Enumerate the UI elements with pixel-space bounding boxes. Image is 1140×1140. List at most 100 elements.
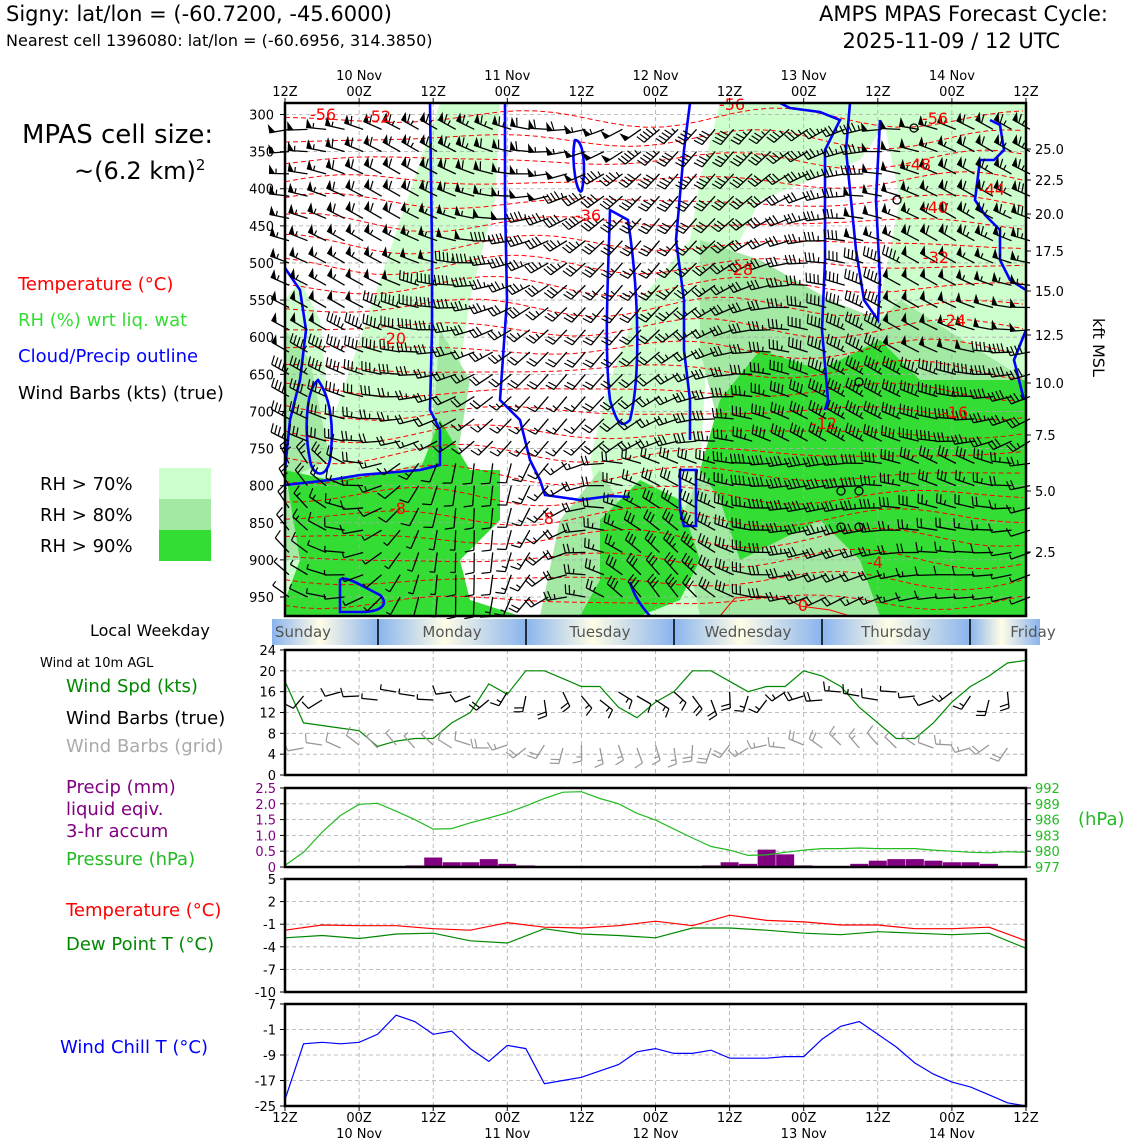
wind-barb [326,289,345,309]
pressure-tick-label: 650 [249,368,274,383]
wind-barb [561,192,586,207]
wind-barb [497,463,512,484]
wind-barb-flag [482,231,486,241]
wind-barb-flag [675,206,684,212]
wind-barb-flag [584,455,589,465]
pressure-tick-label: 800 [249,480,274,495]
wind-barb-flag [376,412,381,422]
wind-barb-pennant [454,205,461,216]
y-tick-label: 12 [259,707,276,722]
wind-barb-staff [605,440,623,454]
wind-barb [509,140,530,153]
wind-barb-flag [860,451,863,461]
wind-barb-staff [345,208,364,219]
wind-barb-staff [288,211,308,220]
wind-barb-flag [311,335,316,345]
wind-barb [487,305,512,317]
wind-barb-flag [568,218,576,226]
wind-barb-flag [642,131,651,138]
wind-barb-flag [509,285,517,294]
wind-barb [527,167,549,178]
wind-barb-pennant [509,189,516,199]
wind-barb-flag [490,330,498,339]
wind-barb-staff [663,538,679,553]
wind-barb [359,409,382,420]
wind-barb-flag [659,181,668,187]
wind-barb-staff [647,580,661,598]
wind-barb-flag [341,430,344,440]
wind-barb-half [538,262,542,268]
wind-barb-flag [333,315,337,325]
wind-barb [412,417,438,428]
wind-barb-flag [544,338,554,345]
pressure-tick-label: 900 [249,554,274,569]
cell-size-value: ~(6.2 km)2 [74,156,206,185]
wind-barb-flag [640,313,649,320]
wind-barb-staff [344,143,364,153]
wind-barb [414,320,438,331]
wind-barb-staff [324,550,345,554]
wind-barb-flag [339,524,344,534]
wind-barb-staff [584,546,605,554]
wind-barb [617,396,642,410]
wind-barb-staff [609,307,623,324]
wind-barb-flag [661,177,671,184]
wind-barb-pennant [400,224,406,235]
wind-barb-flag [665,533,672,542]
wind-barb-flag [563,406,573,413]
wind-barb-staff [390,596,401,615]
wind-barb-half [612,219,618,225]
wind-barb-staff [510,217,530,223]
wind-barb-staff [750,329,771,332]
wind-barb-flag [641,467,645,477]
wind-barb-flag [657,436,664,446]
wind-barb [432,298,456,309]
wind-barb [396,342,419,353]
isotherm-label: -28 [727,260,753,279]
wind-barb-half [798,236,801,242]
wind-barb-flag [720,452,723,462]
wind-barb-staff [289,386,308,398]
wind-barb-staff [626,329,642,345]
wind-barb-flag [640,203,650,209]
wind-barb [604,533,623,554]
cell-size-exponent: 2 [195,156,206,174]
wind-barb-flag [666,470,671,481]
wind-barb-half [634,149,639,155]
wind-barb-half [458,447,463,452]
y-tick-right-label: 977 [1035,861,1060,876]
weekday-axis-label: Local Weekday [90,621,210,640]
legend-dewpoint: Dew Point T (°C) [66,934,215,955]
rh-key-90-label: RH > 90% [40,536,133,557]
wind-barb-half [483,281,486,288]
wind-barb-flag [415,296,418,306]
wind-barb-half [288,583,293,589]
weekday-label: Wednesday [705,623,792,641]
wind-barb-flag [351,181,355,191]
wind-barb [527,462,549,480]
wind-barb-flag [328,405,331,415]
rh-key-80-swatch [159,499,211,530]
wind-barb-flag [622,292,631,299]
wind-barb [470,418,494,433]
wind-barb-flag [590,170,598,179]
wind-barb [400,507,420,527]
wind-barb-flag [432,299,437,309]
wind-barb-half [428,142,433,148]
wind-barb-flag [582,384,591,390]
wind-barb-flag [461,137,465,147]
wind-barb-pennant [325,116,331,127]
wind-barb-half [684,267,689,272]
wind-barb-half [294,209,298,215]
wind-barb-staff [627,262,642,279]
wind-barb-flag [643,200,652,206]
wind-barb-staff [306,568,327,576]
wind-barb-flag [545,361,554,368]
wind-barb-half [645,419,650,425]
wind-barb-flag [639,377,647,385]
wind-barb-flag [299,361,304,371]
wind-barb-flag [329,313,334,323]
wind-barb-flag [547,590,552,600]
wind-barb [469,373,494,386]
wind-barb-flag [413,345,418,355]
